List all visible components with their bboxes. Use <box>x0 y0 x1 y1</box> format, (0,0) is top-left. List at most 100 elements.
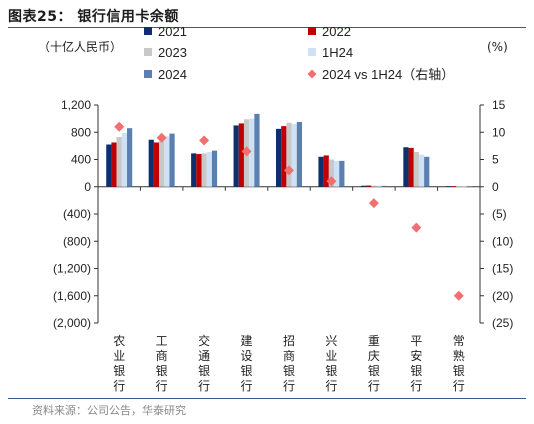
right-axis-unit: (%) <box>487 40 508 54</box>
scatter-point <box>326 176 337 187</box>
scatter-point <box>368 198 379 209</box>
bar <box>211 150 218 187</box>
source-note: 资料来源：公司公告，华泰研究 <box>32 404 186 417</box>
bar <box>164 136 170 187</box>
right-tick-label: (15) <box>492 262 513 276</box>
scatter-point <box>453 290 464 301</box>
legend-label: 1H24 <box>322 45 353 60</box>
scatter-point <box>411 222 422 233</box>
bar <box>159 140 165 187</box>
bar <box>413 152 419 187</box>
chart-title: 图表25： 银行信用卡余额 <box>8 9 179 25</box>
bar <box>408 147 414 187</box>
legend-swatch <box>308 27 316 35</box>
scatter-point <box>156 132 167 143</box>
left-tick-label: 0 <box>84 180 91 194</box>
legend-label: 2023 <box>158 45 187 60</box>
bar <box>366 185 372 187</box>
bar <box>323 155 329 187</box>
bar <box>334 160 340 187</box>
bar <box>116 137 122 187</box>
scatter-point <box>199 135 210 146</box>
legend-swatch <box>144 27 152 35</box>
tick-labels: （十亿人民币） (%) 1,200 800 400 0 (400) (800) (1,200) (… <box>38 39 513 393</box>
bar <box>296 122 302 187</box>
right-tick-label: 5 <box>492 153 499 167</box>
bar <box>456 186 462 188</box>
legend: 2021 2022 2023 1H24 2024 2024 vs 1H24（右轴） <box>144 24 454 82</box>
bar <box>148 139 154 187</box>
scatter-point <box>284 165 294 176</box>
bar <box>403 147 409 187</box>
bar <box>127 128 133 187</box>
bar <box>360 185 367 187</box>
left-axis-unit: （十亿人民币） <box>38 39 122 54</box>
bar <box>461 186 467 188</box>
bar <box>191 153 197 187</box>
legend-label: 2024 vs 1H24（右轴） <box>322 67 454 82</box>
bars <box>106 113 472 188</box>
bar <box>286 122 292 187</box>
bar <box>291 124 297 187</box>
bar <box>328 159 335 187</box>
legend-label: 2021 <box>158 24 187 39</box>
legend-swatch <box>307 69 317 79</box>
bar <box>424 156 430 187</box>
bar <box>169 133 175 187</box>
bar <box>249 118 255 187</box>
left-tick-label: (1,600) <box>53 289 91 303</box>
legend-swatch <box>144 70 152 78</box>
legend-label: 2024 <box>158 67 187 82</box>
bar <box>206 152 212 187</box>
right-tick-label: 0 <box>492 180 499 194</box>
bar <box>376 185 382 187</box>
category-label: 农业银行 <box>113 334 125 393</box>
category-label: 常熟银行 <box>453 334 465 393</box>
bar <box>238 123 244 187</box>
left-tick-label: (2,000) <box>53 316 91 330</box>
bar <box>201 153 207 187</box>
right-tick-label: (20) <box>492 289 513 303</box>
bar <box>466 186 472 188</box>
bar <box>106 144 112 187</box>
right-tick-label: (25) <box>492 316 513 330</box>
category-label: 招商银行 <box>283 334 295 393</box>
bar <box>276 128 282 187</box>
bar <box>281 126 287 187</box>
category-label: 兴业银行 <box>325 334 337 393</box>
category-label: 交通银行 <box>198 333 210 393</box>
right-tick-label: (5) <box>492 207 507 221</box>
bar <box>153 142 160 187</box>
bar <box>196 154 202 187</box>
bar <box>121 132 128 187</box>
right-tick-label: 10 <box>492 125 506 139</box>
left-tick-label: (400) <box>63 207 91 221</box>
title-divider <box>8 27 526 28</box>
left-tick-label: (1,200) <box>53 262 91 276</box>
category-label: 平安银行 <box>410 334 422 393</box>
scatter-points <box>114 121 464 301</box>
right-tick-label: 15 <box>492 98 506 112</box>
source-divider <box>8 398 526 399</box>
bar <box>111 142 117 187</box>
bar <box>418 154 425 187</box>
category-label: 建设银行 <box>241 334 253 393</box>
category-label: 重庆银行 <box>368 334 380 393</box>
left-tick-label: (800) <box>63 234 91 248</box>
scatter-point <box>114 121 125 132</box>
category-label: 工商银行 <box>156 334 168 393</box>
bar <box>381 185 387 187</box>
legend-swatch <box>144 48 152 56</box>
bar <box>254 113 260 187</box>
right-tick-label: (10) <box>492 234 513 248</box>
bar <box>450 186 457 188</box>
left-tick-label: 400 <box>71 153 91 167</box>
bar <box>339 160 345 187</box>
scatter-point <box>241 146 252 157</box>
left-tick-label: 800 <box>71 125 91 139</box>
legend-label: 2022 <box>322 24 351 39</box>
legend-swatch <box>308 48 316 56</box>
bar <box>318 156 324 187</box>
left-tick-label: 1,200 <box>61 98 91 112</box>
